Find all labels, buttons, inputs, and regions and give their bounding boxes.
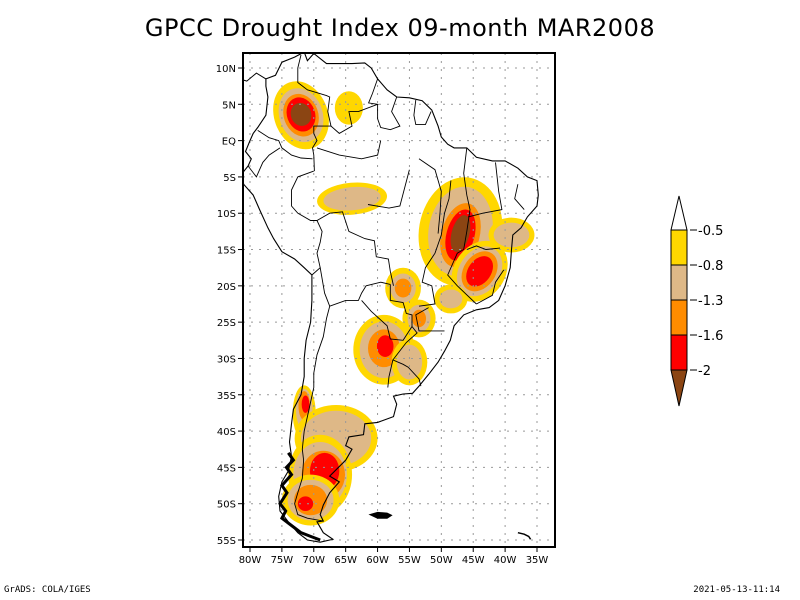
drought-shading	[273, 81, 535, 526]
chile-fjords	[278, 452, 321, 542]
border-brazil-states-7	[415, 307, 445, 332]
lon-tick-label: 50W	[430, 555, 453, 566]
lat-tick-label: 5N	[222, 100, 236, 111]
drought-level-5-area	[450, 215, 471, 252]
drought-level-2-area	[396, 344, 423, 380]
lon-tick-label: 40W	[494, 555, 517, 566]
border-colombia-ecuador-peru	[257, 130, 313, 160]
lon-tick-label: 45W	[462, 555, 485, 566]
colorbar-band	[670, 264, 688, 301]
lat-tick-label: 25S	[217, 318, 236, 329]
border-brazil-states-4	[466, 245, 501, 250]
lat-tick-label: 55S	[217, 536, 236, 547]
lat-tick-label: 5S	[223, 173, 236, 184]
colorbar-band	[670, 334, 688, 371]
border-brazil-states-5	[476, 269, 505, 305]
lat-tick-label: 20S	[217, 282, 236, 293]
colorbar-label: -0.8	[698, 259, 723, 274]
colorbar: -0.5 -0.8 -1.3 -1.6 -2	[670, 195, 723, 407]
drought-level-1-area	[334, 91, 363, 125]
border-guyana-suriname-fg	[377, 96, 401, 131]
south-georgia	[517, 531, 532, 540]
border-brazil-states-1	[418, 180, 452, 307]
map-frame	[242, 52, 556, 548]
coastlines-borders	[243, 53, 539, 543]
drought-level-4-area	[301, 395, 310, 413]
border-ecuador-peru	[247, 147, 281, 178]
lat-tick-label: 30S	[217, 354, 236, 365]
lat-tick-label: 35S	[217, 391, 236, 402]
lon-tick-label: 35W	[526, 555, 549, 566]
drought-region-venezuela-east	[334, 91, 363, 125]
border-brazil-peru-bolivia	[291, 170, 323, 276]
grads-credit: GrADS: COLA/IGES	[4, 585, 91, 595]
border-venezuela-guyana-brazil	[330, 78, 380, 134]
colorbar-band	[670, 229, 688, 266]
lon-tick-label: 55W	[398, 555, 421, 566]
border-brazil-states-9	[418, 158, 442, 234]
border-paraguay-argentina	[361, 300, 413, 341]
lat-tick-label: 10S	[217, 209, 236, 220]
drought-level-4-area	[297, 496, 314, 511]
border-bolivia-brazil	[316, 211, 394, 286]
colorbar-top-arrow	[670, 195, 688, 231]
lat-tick-label: 10N	[216, 64, 236, 75]
south-america-coastline	[243, 53, 539, 543]
falkland-islands	[368, 511, 393, 519]
central-america-coastline	[243, 72, 267, 82]
lat-tick-label: 45S	[217, 463, 236, 474]
border-chile-argentina	[294, 306, 331, 522]
lat-tick-label: 15S	[217, 246, 236, 257]
colorbar-label: -2	[698, 364, 711, 379]
lon-tick-label: 80W	[239, 555, 262, 566]
drought-level-4-area	[376, 335, 394, 358]
drought-level-2-area	[439, 289, 463, 309]
colorbar-label: -1.3	[698, 294, 723, 309]
border-brazil-states-2	[447, 147, 477, 305]
colorbar-bottom-arrow	[670, 369, 688, 407]
drought-level-3-area	[394, 278, 412, 298]
border-brazil-states-6	[367, 169, 410, 209]
drought-level-2-area	[323, 186, 381, 211]
map-title: GPCC Drought Index 09-month MAR2008	[144, 14, 656, 42]
drought-region-amazon-west	[317, 182, 388, 215]
border-paraguay-brazil	[389, 284, 413, 327]
border-uruguay-argentina	[387, 359, 394, 388]
drought-level-3-area	[411, 309, 427, 328]
lon-tick-label: 75W	[271, 555, 294, 566]
map-axes: 10N 5N EQ 5S 10S 15S 20S 25S 30S 35S 40S 45S 50S 55S8…	[216, 64, 549, 566]
lon-tick-label: 70W	[302, 555, 325, 566]
lat-tick-label: 50S	[217, 500, 236, 511]
colorbar-label: -1.6	[698, 329, 723, 344]
colorbar-label: -0.5	[698, 224, 723, 239]
drought-region-brazil-se	[451, 240, 508, 302]
lon-tick-label: 60W	[366, 555, 389, 566]
border-bolivia-chile-arg-par	[319, 267, 391, 307]
drought-region-patagonia-south	[281, 474, 340, 526]
timestamp: 2021-05-13-11:14	[693, 585, 780, 595]
lat-tick-label: EQ	[222, 137, 236, 148]
drought-level-5-area	[290, 103, 312, 126]
colorbar-band	[670, 299, 688, 336]
border-colombia-venezuela	[297, 54, 332, 172]
drought-region-mato-grosso-sul	[385, 267, 421, 309]
border-brazil-states-3	[467, 162, 503, 218]
border-argentina-brazil-uruguay	[392, 326, 422, 387]
drought-region-colombia	[273, 81, 329, 150]
drought-region-sao-paulo	[434, 284, 468, 314]
border-suriname-fg	[413, 99, 432, 126]
lon-tick-label: 65W	[334, 555, 357, 566]
border-brazil-states-10	[514, 184, 525, 210]
lat-tick-label: 40S	[217, 427, 236, 438]
border-brazil-states-8	[316, 140, 382, 160]
